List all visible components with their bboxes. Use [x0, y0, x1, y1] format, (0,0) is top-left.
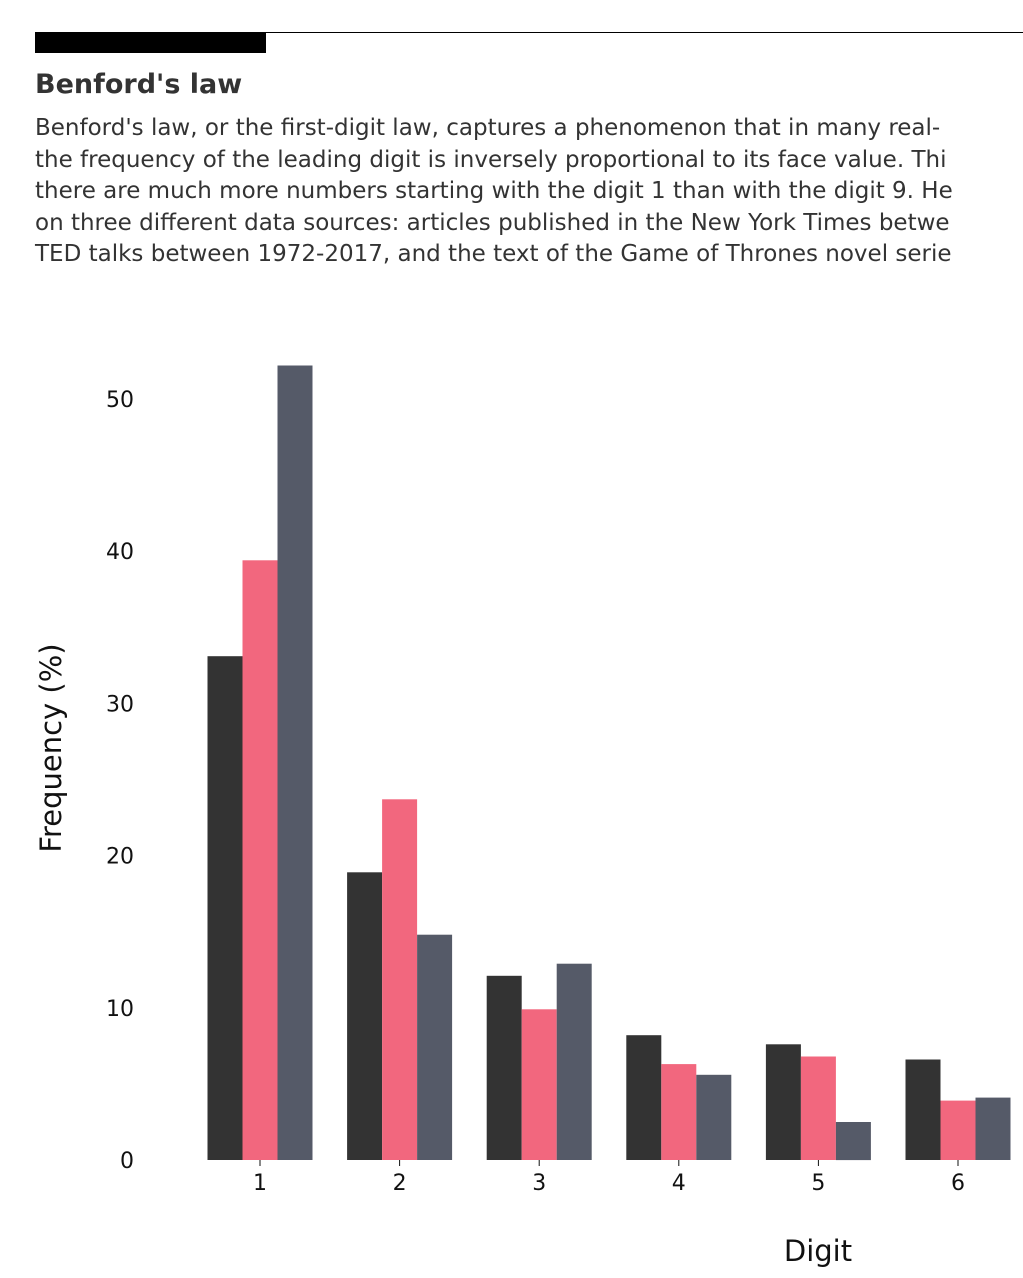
description-line: there are much more numbers starting wit…: [35, 178, 953, 204]
bar-digit-1-series-1: [207, 656, 243, 1160]
bar-digit-2-series-1: [347, 872, 383, 1160]
top-accent-bar: [35, 32, 266, 53]
bar-digit-2-series-3: [417, 934, 453, 1160]
bar-digit-4-series-1: [626, 1035, 662, 1160]
y-tick-label: 40: [106, 540, 134, 565]
bars-group: [207, 365, 1011, 1161]
y-tick-label: 10: [106, 997, 134, 1022]
y-tick-label: 50: [106, 388, 134, 413]
y-tick-label: 0: [120, 1149, 134, 1174]
bar-digit-6-series-1: [905, 1059, 941, 1160]
x-tick-label: 6: [951, 1171, 965, 1196]
x-axis-ticks: 1 2 3 4 5 6: [253, 1160, 965, 1196]
bar-digit-2-series-2: [382, 799, 418, 1160]
bar-digit-3-series-2: [521, 1009, 557, 1160]
bar-digit-6-series-2: [940, 1100, 976, 1160]
description-line: on three different data sources: article…: [35, 209, 950, 236]
x-tick-label: 4: [672, 1171, 686, 1196]
bar-digit-6-series-3: [975, 1097, 1011, 1160]
bar-digit-3-series-1: [486, 975, 522, 1160]
description-line: TED talks between 1972-2017, and the tex…: [35, 241, 952, 267]
bar-digit-4-series-3: [696, 1074, 732, 1160]
bar-digit-4-series-2: [661, 1064, 697, 1160]
bar-digit-3-series-3: [556, 963, 592, 1160]
top-rule: [35, 32, 1023, 33]
bar-digit-1-series-2: [242, 560, 278, 1160]
bar-digit-5-series-1: [765, 1044, 801, 1160]
bar-digit-5-series-3: [835, 1122, 871, 1161]
description-line: Benford's law, or the first-digit law, c…: [35, 115, 941, 141]
page-title: Benford's law: [35, 69, 243, 100]
y-axis-ticks: 0 10 20 30 40 50: [106, 388, 134, 1174]
bar-digit-1-series-3: [277, 365, 313, 1160]
description-line: the frequency of the leading digit is in…: [35, 146, 947, 173]
x-tick-label: 1: [253, 1171, 267, 1196]
x-tick-label: 5: [811, 1171, 825, 1196]
y-axis-label: Frequency (%): [34, 643, 68, 852]
description: Benford's law, or the first-digit law, c…: [35, 113, 1023, 271]
x-tick-label: 3: [532, 1171, 546, 1196]
x-tick-label: 2: [393, 1171, 407, 1196]
y-tick-label: 30: [106, 692, 134, 717]
y-tick-label: 20: [106, 845, 134, 870]
x-axis-label: Digit: [784, 1234, 852, 1268]
bar-digit-5-series-2: [800, 1056, 836, 1160]
